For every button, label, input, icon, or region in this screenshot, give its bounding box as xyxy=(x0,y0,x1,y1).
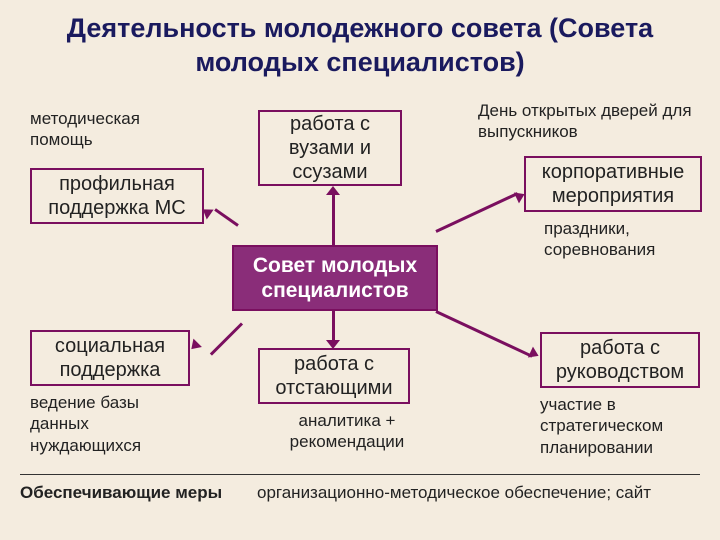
caption-top-right: День открытых дверей для выпускников xyxy=(478,100,702,143)
footer-right: организационно-методическое обеспечение;… xyxy=(244,482,664,503)
arrow-up xyxy=(332,192,335,245)
caption-right-upper-sub: праздники, соревнования xyxy=(544,218,704,261)
node-top: работа с вузами и ссузами xyxy=(258,110,402,186)
arrow-right-down xyxy=(435,310,532,358)
node-bottom: работа с отстающими xyxy=(258,348,410,404)
arrow-right-up xyxy=(435,192,518,233)
footer-divider xyxy=(20,474,700,475)
arrow-left-up xyxy=(214,208,239,227)
caption-left-lower-sub: ведение базы данных нуждающихся xyxy=(30,392,200,456)
node-right-lower: работа с руководством xyxy=(540,332,700,388)
node-left-upper: профильная поддержка МС xyxy=(30,168,204,224)
page-title: Деятельность молодежного совета (Совета … xyxy=(0,0,720,88)
node-center: Совет молодых специалистов xyxy=(232,245,438,311)
arrow-left-down xyxy=(210,322,243,355)
node-left-lower: социальная поддержка xyxy=(30,330,190,386)
caption-top-left: методическая помощь xyxy=(30,108,180,151)
caption-right-lower-sub: участие в стратегическом планировании xyxy=(540,394,710,458)
caption-bottom-sub: аналитика + рекомендации xyxy=(262,410,432,453)
arrow-up-head xyxy=(326,186,340,195)
node-right-upper: корпоративные мероприятия xyxy=(524,156,702,212)
footer-left: Обеспечивающие меры xyxy=(20,482,222,503)
